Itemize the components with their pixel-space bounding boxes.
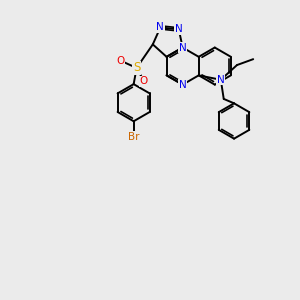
Text: O: O	[116, 56, 124, 66]
Text: N: N	[179, 80, 187, 90]
Text: O: O	[140, 76, 148, 86]
Text: N: N	[175, 24, 183, 34]
Text: Br: Br	[128, 132, 140, 142]
Text: N: N	[157, 22, 164, 32]
Text: S: S	[133, 61, 140, 74]
Text: N: N	[179, 43, 187, 52]
Text: N: N	[217, 75, 225, 85]
